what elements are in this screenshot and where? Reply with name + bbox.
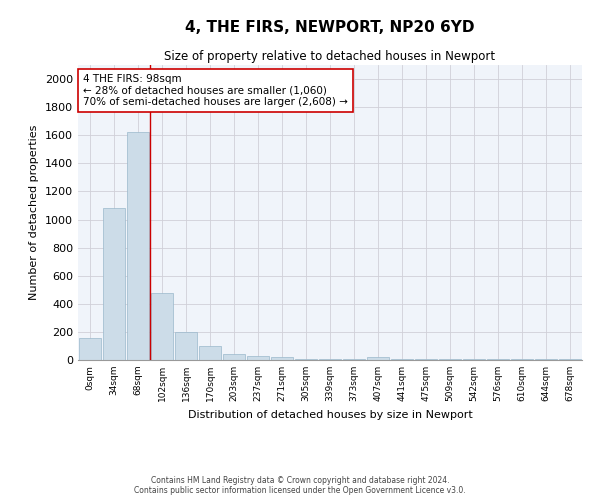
Bar: [367, 357, 389, 360]
Bar: [79, 338, 101, 360]
Bar: [223, 354, 245, 360]
Bar: [247, 356, 269, 360]
Bar: [271, 357, 293, 360]
Text: Contains HM Land Registry data © Crown copyright and database right 2024.
Contai: Contains HM Land Registry data © Crown c…: [134, 476, 466, 495]
Bar: [199, 346, 221, 360]
Text: 4 THE FIRS: 98sqm
← 28% of detached houses are smaller (1,060)
70% of semi-detac: 4 THE FIRS: 98sqm ← 28% of detached hous…: [83, 74, 348, 107]
Bar: [175, 332, 197, 360]
Bar: [151, 292, 173, 360]
Y-axis label: Number of detached properties: Number of detached properties: [29, 125, 40, 300]
X-axis label: Distribution of detached houses by size in Newport: Distribution of detached houses by size …: [188, 410, 472, 420]
Bar: [127, 132, 149, 360]
Bar: [103, 208, 125, 360]
Text: Size of property relative to detached houses in Newport: Size of property relative to detached ho…: [164, 50, 496, 63]
Text: 4, THE FIRS, NEWPORT, NP20 6YD: 4, THE FIRS, NEWPORT, NP20 6YD: [185, 20, 475, 35]
